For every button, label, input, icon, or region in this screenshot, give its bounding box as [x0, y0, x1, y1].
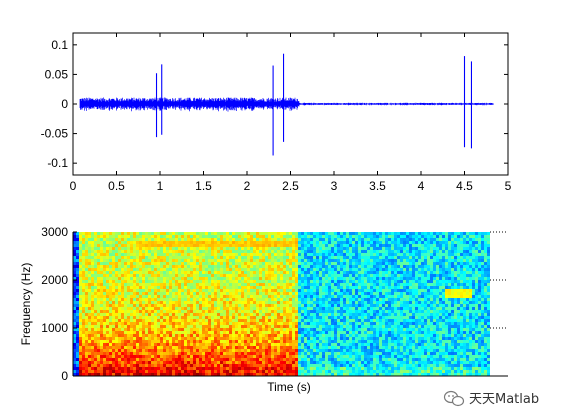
waveform-x-tick-label: 0.5	[108, 179, 125, 193]
watermark: 天天Matlab	[443, 390, 539, 407]
waveform-y-ticks: 0.1 0.05 0 -0.05 -0.1	[41, 38, 508, 170]
spectrogram-y-tick-label: 1000	[41, 321, 68, 335]
waveform-y-tick-label: -0.1	[47, 156, 68, 170]
waveform-trace	[79, 97, 494, 112]
waveform-x-tick-label: 3	[331, 179, 338, 193]
waveform-x-tick-label: 5	[505, 179, 512, 193]
waveform-x-tick-label: 1	[157, 179, 164, 193]
waveform-data	[79, 53, 494, 156]
waveform-x-tick-label: 2.5	[282, 179, 299, 193]
waveform-y-tick-label: -0.05	[41, 127, 69, 141]
watermark-text: 天天Matlab	[469, 392, 539, 407]
spectrogram-y-tick-label: 0	[61, 369, 68, 383]
waveform-x-ticks: 0 0.5 1 1.5 2 2.5 3 3.5 4 4.5 5	[70, 33, 512, 193]
spectrogram-x-label: Time (s)	[267, 380, 311, 394]
waveform-y-tick-label: 0.05	[45, 67, 69, 81]
wechat-icon	[443, 390, 465, 407]
spectrogram-axes: 0 1000 2000 3000 Time (s) Frequency (Hz)	[19, 225, 508, 394]
spectrogram-y-label: Frequency (Hz)	[19, 263, 33, 346]
waveform-x-tick-label: 2	[244, 179, 251, 193]
waveform-axes: 0 0.5 1 1.5 2 2.5 3 3.5 4 4.5 5 0.1 0.05 0 -0.05 -0.1	[41, 32, 512, 193]
waveform-x-tick-label: 0	[70, 179, 77, 193]
waveform-x-tick-label: 4.5	[456, 179, 473, 193]
waveform-x-tick-label: 3.5	[369, 179, 386, 193]
spectrogram-data	[73, 232, 508, 376]
waveform-y-tick-label: 0.1	[51, 38, 68, 52]
spectrogram-right-ticks	[490, 231, 508, 329]
spectrogram-y-tick-label: 2000	[41, 273, 68, 287]
waveform-x-tick-label: 4	[418, 179, 425, 193]
waveform-y-tick-label: 0	[61, 97, 68, 111]
spectrogram-y-tick-label: 3000	[41, 225, 68, 239]
waveform-x-tick-label: 1.5	[195, 179, 212, 193]
spectrogram-y-ticks: 0 1000 2000 3000	[41, 225, 77, 383]
